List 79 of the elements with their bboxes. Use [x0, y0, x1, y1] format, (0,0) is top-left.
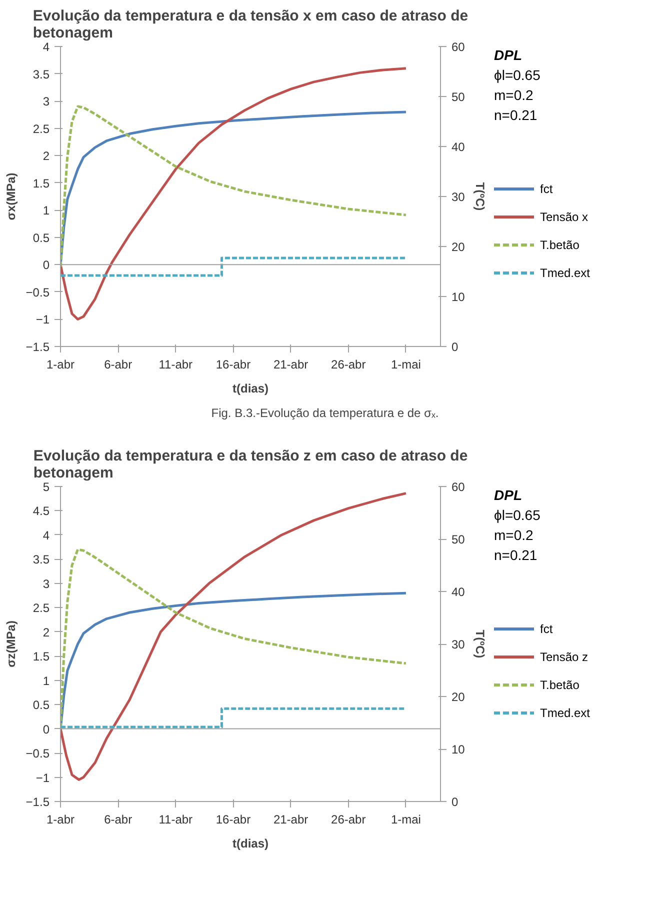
- y-tick-label: 3: [42, 94, 50, 109]
- y-tick-label: 2.5: [32, 601, 50, 616]
- legend-label: T.betão: [540, 237, 580, 254]
- text: m=0.2: [494, 526, 534, 545]
- y-tick-label: −1.5: [26, 795, 50, 809]
- text: ϕl=0.65: [494, 506, 542, 525]
- y-tick-label: 1.5: [32, 650, 50, 664]
- y-tick-label: 0.5: [32, 698, 50, 712]
- x-tick-label: 21-abr: [273, 812, 308, 826]
- y2-axis-title: T(ºC): [472, 182, 487, 211]
- y2-tick-label: 60: [452, 40, 466, 54]
- x-axis-title: t(dias): [232, 382, 269, 396]
- y-tick-label: 0: [42, 258, 50, 272]
- text: m=0.2: [494, 86, 534, 105]
- y2-tick-label: 20: [452, 690, 466, 704]
- y2-tick-label: 40: [452, 585, 466, 599]
- x-tick-label: 1-mai: [390, 358, 421, 372]
- x-tick-label: 26-abr: [331, 358, 366, 372]
- y-tick-label: 3.5: [32, 67, 50, 82]
- y2-tick-label: 20: [452, 240, 466, 254]
- y-tick-label: 5: [42, 480, 50, 494]
- y-tick-label: 4: [42, 528, 50, 542]
- y-tick-label: −0.5: [26, 285, 50, 300]
- y2-tick-label: 0: [452, 340, 458, 354]
- y-tick-label: −1: [36, 770, 50, 785]
- y2-tick-label: 50: [452, 90, 466, 104]
- y-tick-label: 4: [42, 40, 50, 54]
- y-tick-label: 2.5: [32, 122, 50, 136]
- x-tick-label: 21-abr: [273, 358, 308, 372]
- legend-label: Tmed.ext: [540, 705, 590, 722]
- legend-label: T.betão: [540, 677, 580, 694]
- x-tick-label: 1-abr: [46, 812, 75, 826]
- y2-tick-label: 30: [452, 190, 466, 204]
- y2-tick-label: 30: [452, 638, 466, 652]
- y-tick-label: 1: [42, 204, 50, 218]
- y-axis-title: σx(MPa): [4, 172, 18, 220]
- x-tick-label: 11-abr: [158, 812, 193, 826]
- legend-label: fct: [540, 621, 553, 638]
- y-tick-label: 0: [42, 722, 50, 736]
- y-tick-label: 1.5: [32, 176, 50, 190]
- legend-label: fct: [540, 181, 553, 198]
- y-tick-label: −1.5: [26, 340, 50, 354]
- text: Fig. B.3.-Evolução da temperatura e de σₓ.: [211, 405, 439, 422]
- x-axis-title: t(dias): [232, 836, 269, 850]
- chart-title: Evolução da temperatura e da tensão z em caso de atraso de betonagem: [33, 448, 468, 482]
- y-tick-label: 4.5: [32, 504, 50, 518]
- x-tick-label: 1-mai: [390, 812, 421, 826]
- y-tick-label: 0.5: [32, 230, 50, 245]
- y-tick-label: 2: [42, 149, 50, 164]
- text: n=0.21: [494, 546, 538, 565]
- y2-tick-label: 10: [452, 742, 466, 756]
- y-tick-label: 3.5: [32, 552, 50, 567]
- y-tick-label: 3: [42, 576, 50, 591]
- y-tick-label: 1: [42, 674, 50, 688]
- x-tick-label: 26-abr: [331, 812, 366, 826]
- legend-label: Tensão z: [540, 649, 588, 666]
- x-tick-label: 6-abr: [104, 358, 132, 372]
- y2-tick-label: 0: [452, 795, 458, 809]
- chart-title: Evolução da temperatura e da tensão x em caso de atraso de betonagem: [32, 8, 468, 42]
- text: ϕl=0.65: [494, 66, 542, 85]
- x-tick-label: 16-abr: [216, 812, 251, 826]
- x-tick-label: 6-abr: [104, 812, 132, 826]
- y-tick-label: −0.5: [26, 746, 50, 761]
- text: n=0.21: [494, 106, 538, 125]
- y2-tick-label: 10: [452, 290, 466, 304]
- y-tick-label: 2: [42, 625, 50, 640]
- text: DPL: [494, 486, 523, 505]
- y2-tick-label: 60: [452, 480, 466, 494]
- y-tick-label: −1: [36, 312, 50, 327]
- legend-label: Tmed.ext: [540, 265, 590, 282]
- x-tick-label: 11-abr: [158, 358, 193, 372]
- y2-tick-label: 40: [452, 140, 466, 154]
- x-tick-label: 16-abr: [216, 358, 251, 372]
- x-tick-label: 1-abr: [46, 358, 75, 372]
- y-axis-title: σz(MPa): [4, 620, 18, 668]
- y2-axis-title: T(ºC): [472, 630, 487, 658]
- y2-tick-label: 50: [452, 532, 466, 546]
- text: DPL: [494, 46, 523, 65]
- legend-label: Tensão x: [540, 209, 588, 226]
